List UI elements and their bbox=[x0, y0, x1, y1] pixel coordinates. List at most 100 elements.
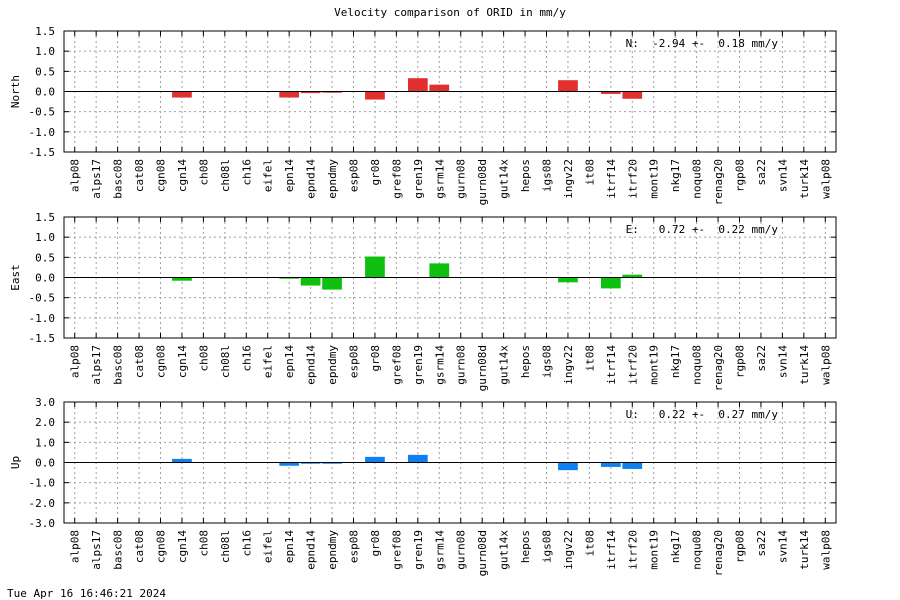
east-category-label: ch08 bbox=[197, 345, 210, 372]
east-category-label: gref08 bbox=[390, 345, 403, 385]
east-category-label: cgn14 bbox=[176, 345, 189, 378]
north-category-label: it08 bbox=[583, 159, 596, 186]
north-category-label: epnd14 bbox=[305, 159, 318, 199]
east-category-label: gurn08d bbox=[476, 345, 489, 391]
north-bar-cgn14 bbox=[172, 91, 192, 98]
east-category-label: noqu08 bbox=[691, 345, 704, 385]
up-bar-cgn14 bbox=[172, 458, 192, 463]
up-category-label: turk14 bbox=[798, 530, 811, 570]
east-category-label: ch16 bbox=[240, 345, 253, 372]
up-category-label: epn14 bbox=[283, 530, 296, 563]
up-category-label: walp08 bbox=[819, 530, 832, 570]
east-category-label: mont19 bbox=[648, 345, 661, 385]
east-ytick-label: 0.5 bbox=[35, 251, 55, 264]
east-bar-epnd14 bbox=[300, 277, 321, 286]
east-bar-itrf20 bbox=[622, 274, 643, 278]
east-category-label: gurn08 bbox=[455, 345, 468, 385]
east-category-label: cat08 bbox=[133, 345, 146, 378]
up-category-label: sa22 bbox=[755, 530, 768, 557]
north-ytick-label: 1.5 bbox=[35, 25, 55, 38]
east-category-label: epnd14 bbox=[305, 345, 318, 385]
north-category-label: itrf20 bbox=[626, 159, 639, 199]
up-category-label: eifel bbox=[262, 530, 275, 563]
east-category-label: alp08 bbox=[69, 345, 82, 378]
up-category-label: esp08 bbox=[348, 530, 361, 563]
north-category-label: basc08 bbox=[112, 159, 125, 199]
north-category-label: gref08 bbox=[390, 159, 403, 199]
east-category-label: it08 bbox=[583, 345, 596, 372]
north-category-label: igs08 bbox=[541, 159, 554, 192]
north-category-label: alp08 bbox=[69, 159, 82, 192]
east-annotation: E: 0.72 +- 0.22 mm/y bbox=[626, 223, 779, 236]
north-ytick-label: 1.0 bbox=[35, 45, 55, 58]
up-category-label: gut14x bbox=[498, 530, 511, 570]
up-category-label: itrf20 bbox=[626, 530, 639, 570]
east-plot-frame bbox=[63, 216, 837, 339]
up-bar-epndmy bbox=[322, 462, 342, 464]
east-category-label: gut14x bbox=[498, 345, 511, 385]
up-category-label: renag20 bbox=[712, 530, 725, 576]
east-category-label: alps17 bbox=[90, 345, 103, 385]
up-category-label: gsrm14 bbox=[433, 530, 446, 570]
north-category-label: ingv22 bbox=[562, 159, 575, 199]
up-category-label: gr08 bbox=[369, 530, 382, 557]
north-category-label: eifel bbox=[262, 159, 275, 192]
up-category-label: epnd14 bbox=[305, 530, 318, 570]
north-bar-epnd14 bbox=[300, 91, 321, 94]
east-category-label: epndmy bbox=[326, 345, 339, 385]
up-category-label: ch16 bbox=[240, 530, 253, 557]
up-category-label: ch08l bbox=[219, 530, 232, 563]
east-ytick-label: 1.0 bbox=[35, 231, 55, 244]
east-category-label: svn14 bbox=[776, 345, 789, 378]
east-category-label: ingv22 bbox=[562, 345, 575, 385]
north-category-label: gurn08 bbox=[455, 159, 468, 199]
up-bar-itrf14 bbox=[600, 462, 621, 467]
north-category-label: turk14 bbox=[798, 159, 811, 199]
footer-timestamp: Tue Apr 16 16:46:21 2024 bbox=[7, 587, 166, 600]
up-category-label: cgn14 bbox=[176, 530, 189, 563]
up-category-label: alps17 bbox=[90, 530, 103, 570]
east-category-label: renag20 bbox=[712, 345, 725, 391]
north-category-label: rgp08 bbox=[734, 159, 747, 192]
up-category-label: hepos bbox=[519, 530, 532, 563]
up-bar-itrf20 bbox=[622, 462, 643, 469]
north-category-label: ch08l bbox=[219, 159, 232, 192]
up-ytick-label: 2.0 bbox=[35, 416, 55, 429]
east-category-label: eifel bbox=[262, 345, 275, 378]
east-category-label: epn14 bbox=[283, 345, 296, 378]
east-category-label: gren19 bbox=[412, 345, 425, 385]
up-category-label: epndmy bbox=[326, 530, 339, 570]
up-category-label: mont19 bbox=[648, 530, 661, 570]
north-category-label: epn14 bbox=[283, 159, 296, 192]
north-ytick-label: -1.5 bbox=[29, 146, 56, 159]
north-category-label: sa22 bbox=[755, 159, 768, 186]
north-category-label: gren19 bbox=[412, 159, 425, 199]
north-category-label: walp08 bbox=[819, 159, 832, 199]
north-bar-ingv22 bbox=[558, 80, 578, 92]
north-bar-epn14 bbox=[279, 91, 300, 98]
north-category-label: ch16 bbox=[240, 159, 253, 186]
up-plot-frame bbox=[63, 401, 837, 524]
east-category-label: ch08l bbox=[219, 345, 232, 378]
north-ytick-label: -1.0 bbox=[29, 126, 56, 139]
up-ytick-label: 1.0 bbox=[35, 436, 55, 449]
up-category-label: noqu08 bbox=[691, 530, 704, 570]
north-category-label: itrf14 bbox=[605, 159, 618, 199]
north-bar-gr08 bbox=[365, 91, 385, 100]
east-category-label: gr08 bbox=[369, 345, 382, 372]
east-bar-epn14 bbox=[279, 277, 300, 279]
north-category-label: hepos bbox=[519, 159, 532, 192]
up-bar-epnd14 bbox=[300, 462, 321, 464]
up-category-label: igs08 bbox=[541, 530, 554, 563]
north-category-label: noqu08 bbox=[691, 159, 704, 199]
east-category-label: rgp08 bbox=[734, 345, 747, 378]
east-bar-gr08 bbox=[365, 256, 385, 278]
up-category-label: alp08 bbox=[69, 530, 82, 563]
east-category-label: hepos bbox=[519, 345, 532, 378]
north-category-label: gurn08d bbox=[476, 159, 489, 205]
north-category-label: renag20 bbox=[712, 159, 725, 205]
north-annotation: N: -2.94 +- 0.18 mm/y bbox=[626, 37, 779, 50]
north-ytick-label: 0.0 bbox=[35, 86, 55, 99]
chart-title: Velocity comparison of ORID in mm/y bbox=[334, 6, 566, 19]
east-bar-cgn14 bbox=[172, 277, 192, 281]
